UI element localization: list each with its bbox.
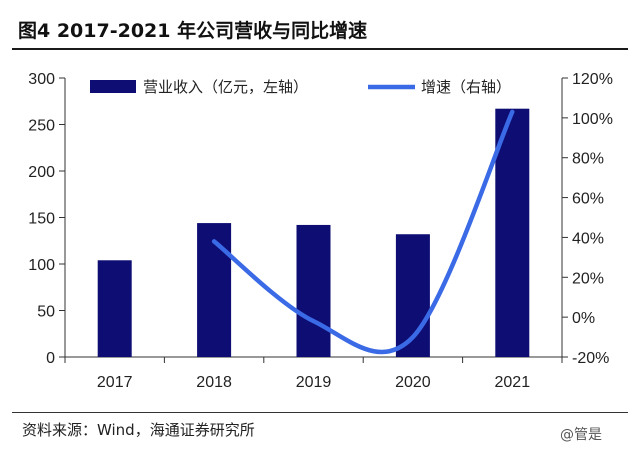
y-left-tick-label: 50 bbox=[37, 304, 55, 321]
y-right-tick-label: 100% bbox=[572, 111, 613, 128]
y-right-tick-label: 120% bbox=[572, 71, 613, 88]
legend-bar-label: 营业收入（亿元，左轴） bbox=[143, 78, 308, 96]
revenue-bar bbox=[97, 260, 132, 357]
y-left-tick-label: 0 bbox=[46, 350, 55, 367]
y-left-tick-label: 200 bbox=[28, 164, 55, 181]
title-divider bbox=[12, 48, 628, 50]
growth-line bbox=[211, 109, 515, 355]
x-tick-label: 2020 bbox=[395, 374, 431, 391]
watermark: @管是 bbox=[560, 427, 602, 443]
figure-title-bar: 图4 2017-2021 年公司营收与同比增速 bbox=[12, 6, 628, 50]
y-left-tick-label: 250 bbox=[28, 118, 55, 135]
y-right-tick-label: -20% bbox=[572, 350, 609, 367]
source-divider bbox=[12, 412, 628, 413]
y-left-tick-label: 100 bbox=[28, 257, 55, 274]
legend-bar-swatch bbox=[90, 80, 136, 93]
revenue-bar bbox=[197, 223, 232, 357]
y-left-tick-label: 300 bbox=[28, 71, 55, 88]
y-right-tick-label: 20% bbox=[572, 270, 604, 287]
y-right-tick-label: 40% bbox=[572, 230, 604, 247]
y-right-tick-label: 0% bbox=[572, 310, 595, 327]
revenue-bar bbox=[495, 108, 530, 357]
revenue-bar bbox=[296, 224, 331, 357]
x-tick-label: 2019 bbox=[296, 374, 332, 391]
figure-title: 图4 2017-2021 年公司营收与同比增速 bbox=[18, 20, 368, 42]
y-left-tick-label: 150 bbox=[28, 211, 55, 228]
x-tick-label: 2017 bbox=[97, 374, 133, 391]
x-tick-label: 2018 bbox=[196, 374, 232, 391]
legend-line-label: 增速（右轴） bbox=[421, 78, 511, 96]
source-note: 资料来源：Wind，海通证券研究所 bbox=[22, 421, 255, 439]
y-right-tick-label: 80% bbox=[572, 151, 604, 168]
x-tick-label: 2021 bbox=[495, 374, 531, 391]
y-right-tick-label: 60% bbox=[572, 191, 604, 208]
